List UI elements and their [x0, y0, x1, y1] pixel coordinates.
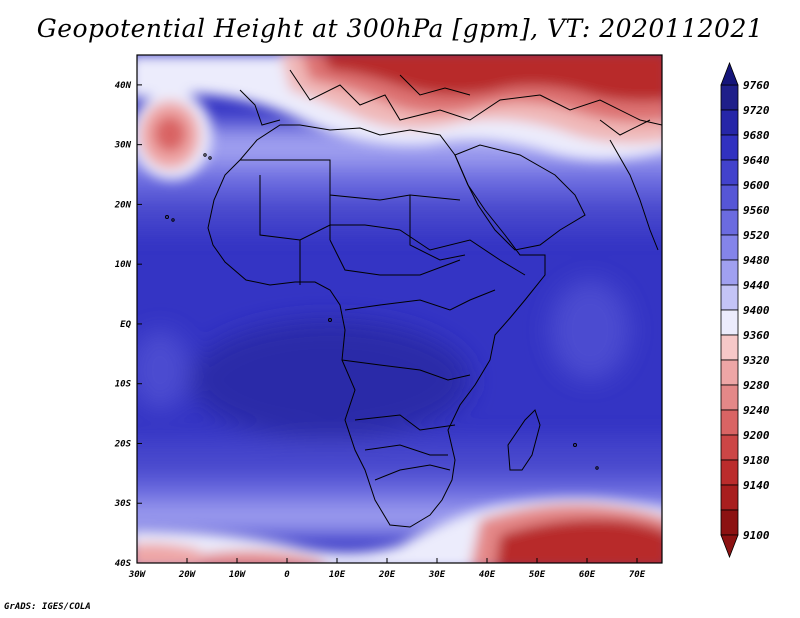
colorbar-swatch [720, 184, 739, 211]
longitude-axis: 30W 20W 10W 0 10E 20E 30E 40E 50E 60E 70E [128, 558, 646, 580]
lon-tick-label: 60E [579, 570, 596, 580]
colorbar-swatch [720, 459, 739, 486]
colorbar-label: 9520 [743, 229, 770, 242]
colorbar-swatch [720, 84, 739, 111]
colorbar-label: 9760 [743, 79, 770, 92]
colorbar-label: 9360 [743, 329, 770, 342]
colorbar-bottom-arrow [720, 534, 739, 559]
colorbar-label: 9320 [743, 354, 770, 367]
lat-tick-label: 30N [114, 141, 132, 151]
colorbar-label: 9680 [743, 129, 770, 142]
colorbar-label: 9720 [743, 104, 770, 117]
lon-tick-label: 30W [128, 570, 147, 580]
colorbar-label: 9400 [743, 304, 770, 317]
colorbar-label: 9440 [743, 279, 770, 292]
colorbar-swatch [720, 384, 739, 411]
colorbar-label: 9200 [743, 429, 770, 442]
lat-tick-label: 40S [115, 559, 132, 569]
map-title: Geopotential Height at 300hPa [gpm], VT:… [36, 14, 764, 43]
colorbar-swatch [720, 334, 739, 361]
colorbar-label: 9280 [743, 379, 770, 392]
colorbar-swatch [720, 159, 739, 186]
colorbar-swatch [720, 434, 739, 461]
colorbar-swatch [720, 134, 739, 161]
coastlines [165, 69, 662, 528]
colorbar-label: 9180 [743, 454, 770, 467]
colorbar-swatch [720, 109, 739, 136]
software-credit: GrADS: IGES/COLA [4, 602, 91, 612]
colorbar-swatch [720, 509, 739, 536]
lat-tick-label: 40N [115, 81, 132, 91]
lat-tick-label: 30S [114, 499, 132, 509]
colorbar-swatch [720, 309, 739, 336]
colorbar-swatch [720, 284, 739, 311]
lat-tick-label: EQ [120, 320, 131, 330]
colorbar-label: 9640 [743, 154, 770, 167]
colorbar-swatch [720, 234, 739, 261]
lon-tick-label: 40E [479, 570, 496, 580]
lon-tick-label: 50E [529, 570, 546, 580]
lat-tick-label: 10S [115, 380, 132, 390]
colorbar-label: 9140 [743, 479, 770, 492]
colorbar-label: 9600 [743, 179, 770, 192]
lon-tick-label: 70E [629, 570, 646, 580]
map-frame [136, 54, 663, 564]
height-field [137, 55, 662, 563]
colorbar-swatch [720, 409, 739, 436]
colorbar-top-arrow [720, 61, 739, 86]
latitude-axis: 40N 30N 20N 10N EQ 10S 20S 30S 40S [114, 81, 142, 569]
lon-tick-label: 10E [329, 570, 346, 580]
lat-tick-label: 20N [114, 200, 132, 210]
lon-tick-label: 20E [378, 570, 396, 580]
colorbar-swatch [720, 484, 739, 511]
lon-tick-label: 20W [178, 570, 197, 580]
colorbar-label: 9240 [743, 404, 770, 417]
colorbar-swatch [720, 259, 739, 286]
lon-tick-label: 30E [428, 570, 446, 580]
lat-tick-label: 20S [114, 439, 132, 449]
colorbar-label: 9100 [743, 529, 770, 542]
lon-tick-label: 10W [229, 570, 247, 580]
colorbar-swatch [720, 209, 739, 236]
colorbar: 9760 9720 9680 9640 9600 9560 9520 9480 9440 9400… [720, 61, 770, 559]
lon-tick-label: 0 [284, 570, 290, 580]
colorbar-label: 9480 [743, 254, 770, 267]
colorbar-swatch [720, 359, 739, 386]
colorbar-label: 9560 [743, 204, 770, 217]
lat-tick-label: 10N [115, 260, 132, 270]
